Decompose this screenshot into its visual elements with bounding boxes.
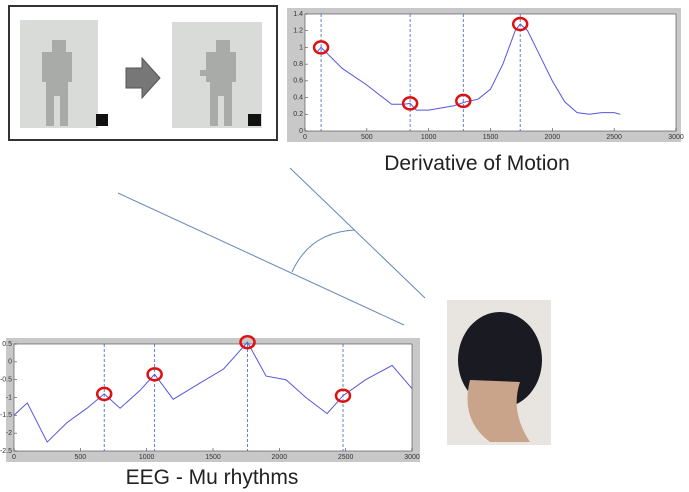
y-tick-label: 1 xyxy=(299,44,303,51)
x-tick-label: 500 xyxy=(74,454,86,461)
chart-caption: EEG - Mu rhythms xyxy=(126,466,299,489)
data-line xyxy=(317,23,621,115)
y-tick-label: -2.5 xyxy=(0,448,12,455)
x-tick-label: 1500 xyxy=(205,454,221,461)
object xyxy=(96,114,108,126)
y-tick-label: 1.2 xyxy=(293,28,303,35)
y-tick-label: 1.4 xyxy=(293,11,303,18)
x-tick-label: 1000 xyxy=(139,454,155,461)
event-marker xyxy=(239,334,256,350)
y-tick-label: 0.2 xyxy=(293,111,303,118)
event-marker xyxy=(95,386,113,402)
x-tick-label: 1500 xyxy=(483,134,499,141)
plot-area xyxy=(13,343,413,452)
data-line xyxy=(13,341,413,443)
event-marker xyxy=(401,96,419,111)
object xyxy=(248,114,261,126)
angle-line xyxy=(117,192,405,326)
neck xyxy=(467,380,530,442)
x-tick-label: 0 xyxy=(12,454,16,461)
event-marker xyxy=(312,40,330,55)
y-tick-label: 0.6 xyxy=(293,78,303,85)
angle-arc xyxy=(291,229,356,273)
event-marker xyxy=(146,367,163,382)
x-tick-label: 3000 xyxy=(404,454,420,461)
x-tick-label: 2000 xyxy=(545,134,561,141)
chart-caption: Derivative of Motion xyxy=(384,152,570,175)
event-marker xyxy=(511,16,529,32)
y-tick-label: 0.8 xyxy=(293,61,303,68)
event-marker xyxy=(455,93,472,109)
person xyxy=(200,40,236,126)
x-tick-label: 2500 xyxy=(606,134,622,141)
y-tick-label: -1 xyxy=(6,394,12,401)
y-tick-label: 0.5 xyxy=(2,341,12,348)
x-tick-label: 2000 xyxy=(272,454,288,461)
x-tick-label: 0 xyxy=(303,134,307,141)
x-tick-label: 3000 xyxy=(668,134,684,141)
y-tick-label: 0 xyxy=(8,359,12,366)
angle-line xyxy=(289,167,426,299)
y-tick-label: 0 xyxy=(299,128,303,135)
arrow xyxy=(125,56,161,100)
x-tick-label: 1000 xyxy=(421,134,437,141)
plot-area xyxy=(304,13,677,132)
y-tick-label: -2 xyxy=(6,430,12,437)
x-tick-label: 2500 xyxy=(338,454,354,461)
y-tick-label: -1.5 xyxy=(0,412,12,419)
y-tick-label: -0.5 xyxy=(0,377,12,384)
person xyxy=(42,40,72,126)
x-tick-label: 500 xyxy=(361,134,373,141)
event-marker xyxy=(334,388,352,403)
y-tick-label: 0.4 xyxy=(293,94,303,101)
